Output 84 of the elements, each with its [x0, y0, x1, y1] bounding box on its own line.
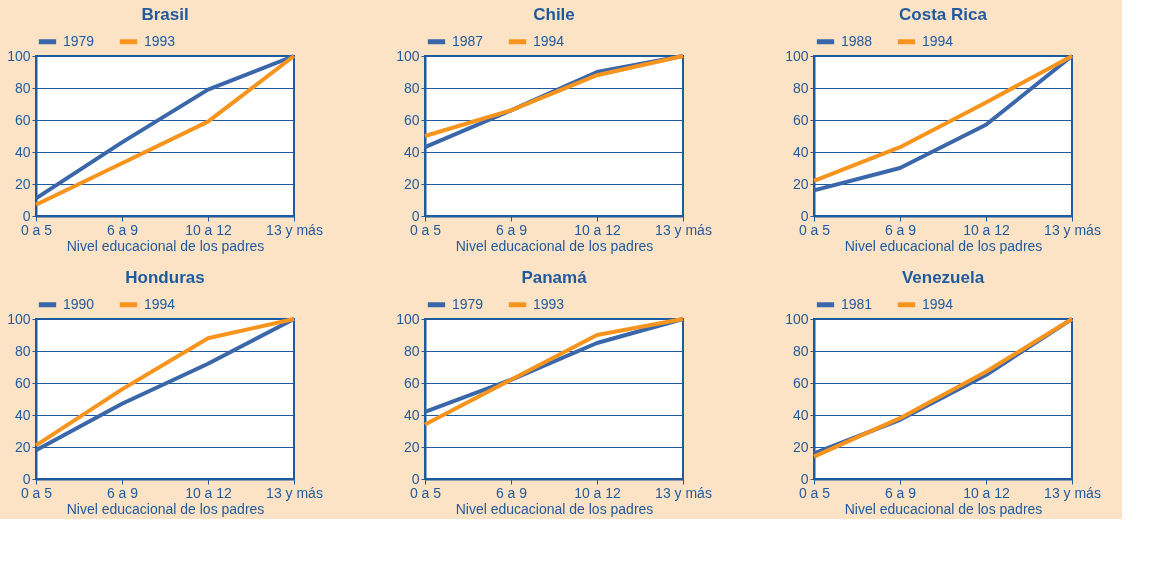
y-tick-label: 40: [14, 143, 31, 160]
x-tick-label: 6 a 9: [884, 221, 917, 238]
x-tick-label: 6 a 9: [495, 484, 528, 501]
chart-title: Honduras: [125, 268, 205, 287]
legend-label: 1994: [144, 295, 176, 312]
y-tick-label: 60: [792, 374, 809, 391]
y-tick-label: 40: [403, 143, 420, 160]
legend-label: 1979: [63, 32, 95, 49]
y-tick-label: 0: [411, 470, 420, 487]
legend-label: 1994: [533, 32, 565, 49]
x-tick-label: 10 a 12: [574, 221, 622, 238]
x-tick-label: 13 y más: [1044, 484, 1101, 501]
y-tick-label: 60: [403, 374, 420, 391]
x-tick-label: 13 y más: [655, 484, 712, 501]
y-tick-label: 80: [14, 342, 31, 359]
y-tick-label: 60: [14, 374, 31, 391]
x-tick-label: 0 a 5: [20, 484, 53, 501]
chart-title: Costa Rica: [899, 5, 988, 24]
y-tick-label: 0: [800, 470, 809, 487]
legend-label: 1990: [63, 295, 95, 312]
y-tick-label: 20: [403, 438, 420, 455]
legend-label: 1994: [922, 32, 954, 49]
x-tick-label: 6 a 9: [495, 221, 528, 238]
y-tick-label: 60: [14, 111, 31, 128]
x-tick-label: 0 a 5: [798, 484, 831, 501]
y-tick-label: 80: [403, 79, 420, 96]
legend-label: 1993: [144, 32, 176, 49]
y-tick-label: 0: [800, 207, 809, 224]
legend-label: 1979: [452, 295, 484, 312]
legend-label: 1988: [841, 32, 873, 49]
legend-label: 1987: [452, 32, 484, 49]
y-tick-label: 40: [403, 406, 420, 423]
chart-title: Panamá: [521, 268, 588, 287]
x-tick-label: 0 a 5: [798, 221, 831, 238]
y-tick-label: 20: [14, 175, 31, 192]
x-axis-title: Nivel educacional de los padres: [66, 500, 265, 517]
y-tick-label: 0: [411, 207, 420, 224]
x-tick-label: 13 y más: [1044, 221, 1101, 238]
x-tick-label: 10 a 12: [185, 484, 233, 501]
x-axis-title: Nivel educacional de los padres: [844, 237, 1043, 254]
y-tick-label: 40: [792, 406, 809, 423]
chart-title: Brasil: [141, 5, 189, 24]
y-tick-label: 100: [7, 47, 31, 64]
y-tick-label: 20: [403, 175, 420, 192]
y-tick-label: 100: [396, 310, 420, 327]
x-tick-label: 0 a 5: [20, 221, 53, 238]
y-tick-label: 60: [792, 111, 809, 128]
y-tick-label: 80: [792, 342, 809, 359]
x-axis-title: Nivel educacional de los padres: [455, 237, 654, 254]
x-tick-label: 6 a 9: [884, 484, 917, 501]
x-axis-title: Nivel educacional de los padres: [844, 500, 1043, 517]
y-tick-label: 20: [792, 438, 809, 455]
y-tick-label: 100: [396, 47, 420, 64]
y-tick-label: 20: [792, 175, 809, 192]
x-tick-label: 10 a 12: [574, 484, 622, 501]
x-tick-label: 0 a 5: [409, 484, 442, 501]
x-tick-label: 13 y más: [266, 221, 323, 238]
y-tick-label: 60: [403, 111, 420, 128]
y-tick-label: 40: [14, 406, 31, 423]
x-tick-label: 10 a 12: [963, 221, 1011, 238]
x-tick-label: 10 a 12: [963, 484, 1011, 501]
legend-label: 1994: [922, 295, 954, 312]
x-axis-title: Nivel educacional de los padres: [455, 500, 654, 517]
y-tick-label: 0: [22, 207, 31, 224]
x-tick-label: 13 y más: [655, 221, 712, 238]
legend-label: 1981: [841, 295, 873, 312]
y-tick-label: 100: [785, 47, 809, 64]
legend-label: 1993: [533, 295, 565, 312]
y-tick-label: 40: [792, 143, 809, 160]
x-tick-label: 6 a 9: [106, 221, 139, 238]
x-axis-title: Nivel educacional de los padres: [66, 237, 265, 254]
y-tick-label: 0: [22, 470, 31, 487]
chart-title: Chile: [533, 5, 575, 24]
x-tick-label: 10 a 12: [185, 221, 233, 238]
x-tick-label: 6 a 9: [106, 484, 139, 501]
y-tick-label: 100: [7, 310, 31, 327]
x-tick-label: 13 y más: [266, 484, 323, 501]
y-tick-label: 80: [403, 342, 420, 359]
y-tick-label: 80: [792, 79, 809, 96]
chart-title: Venezuela: [901, 268, 985, 287]
y-tick-label: 20: [14, 438, 31, 455]
y-tick-label: 100: [785, 310, 809, 327]
x-tick-label: 0 a 5: [409, 221, 442, 238]
y-tick-label: 80: [14, 79, 31, 96]
